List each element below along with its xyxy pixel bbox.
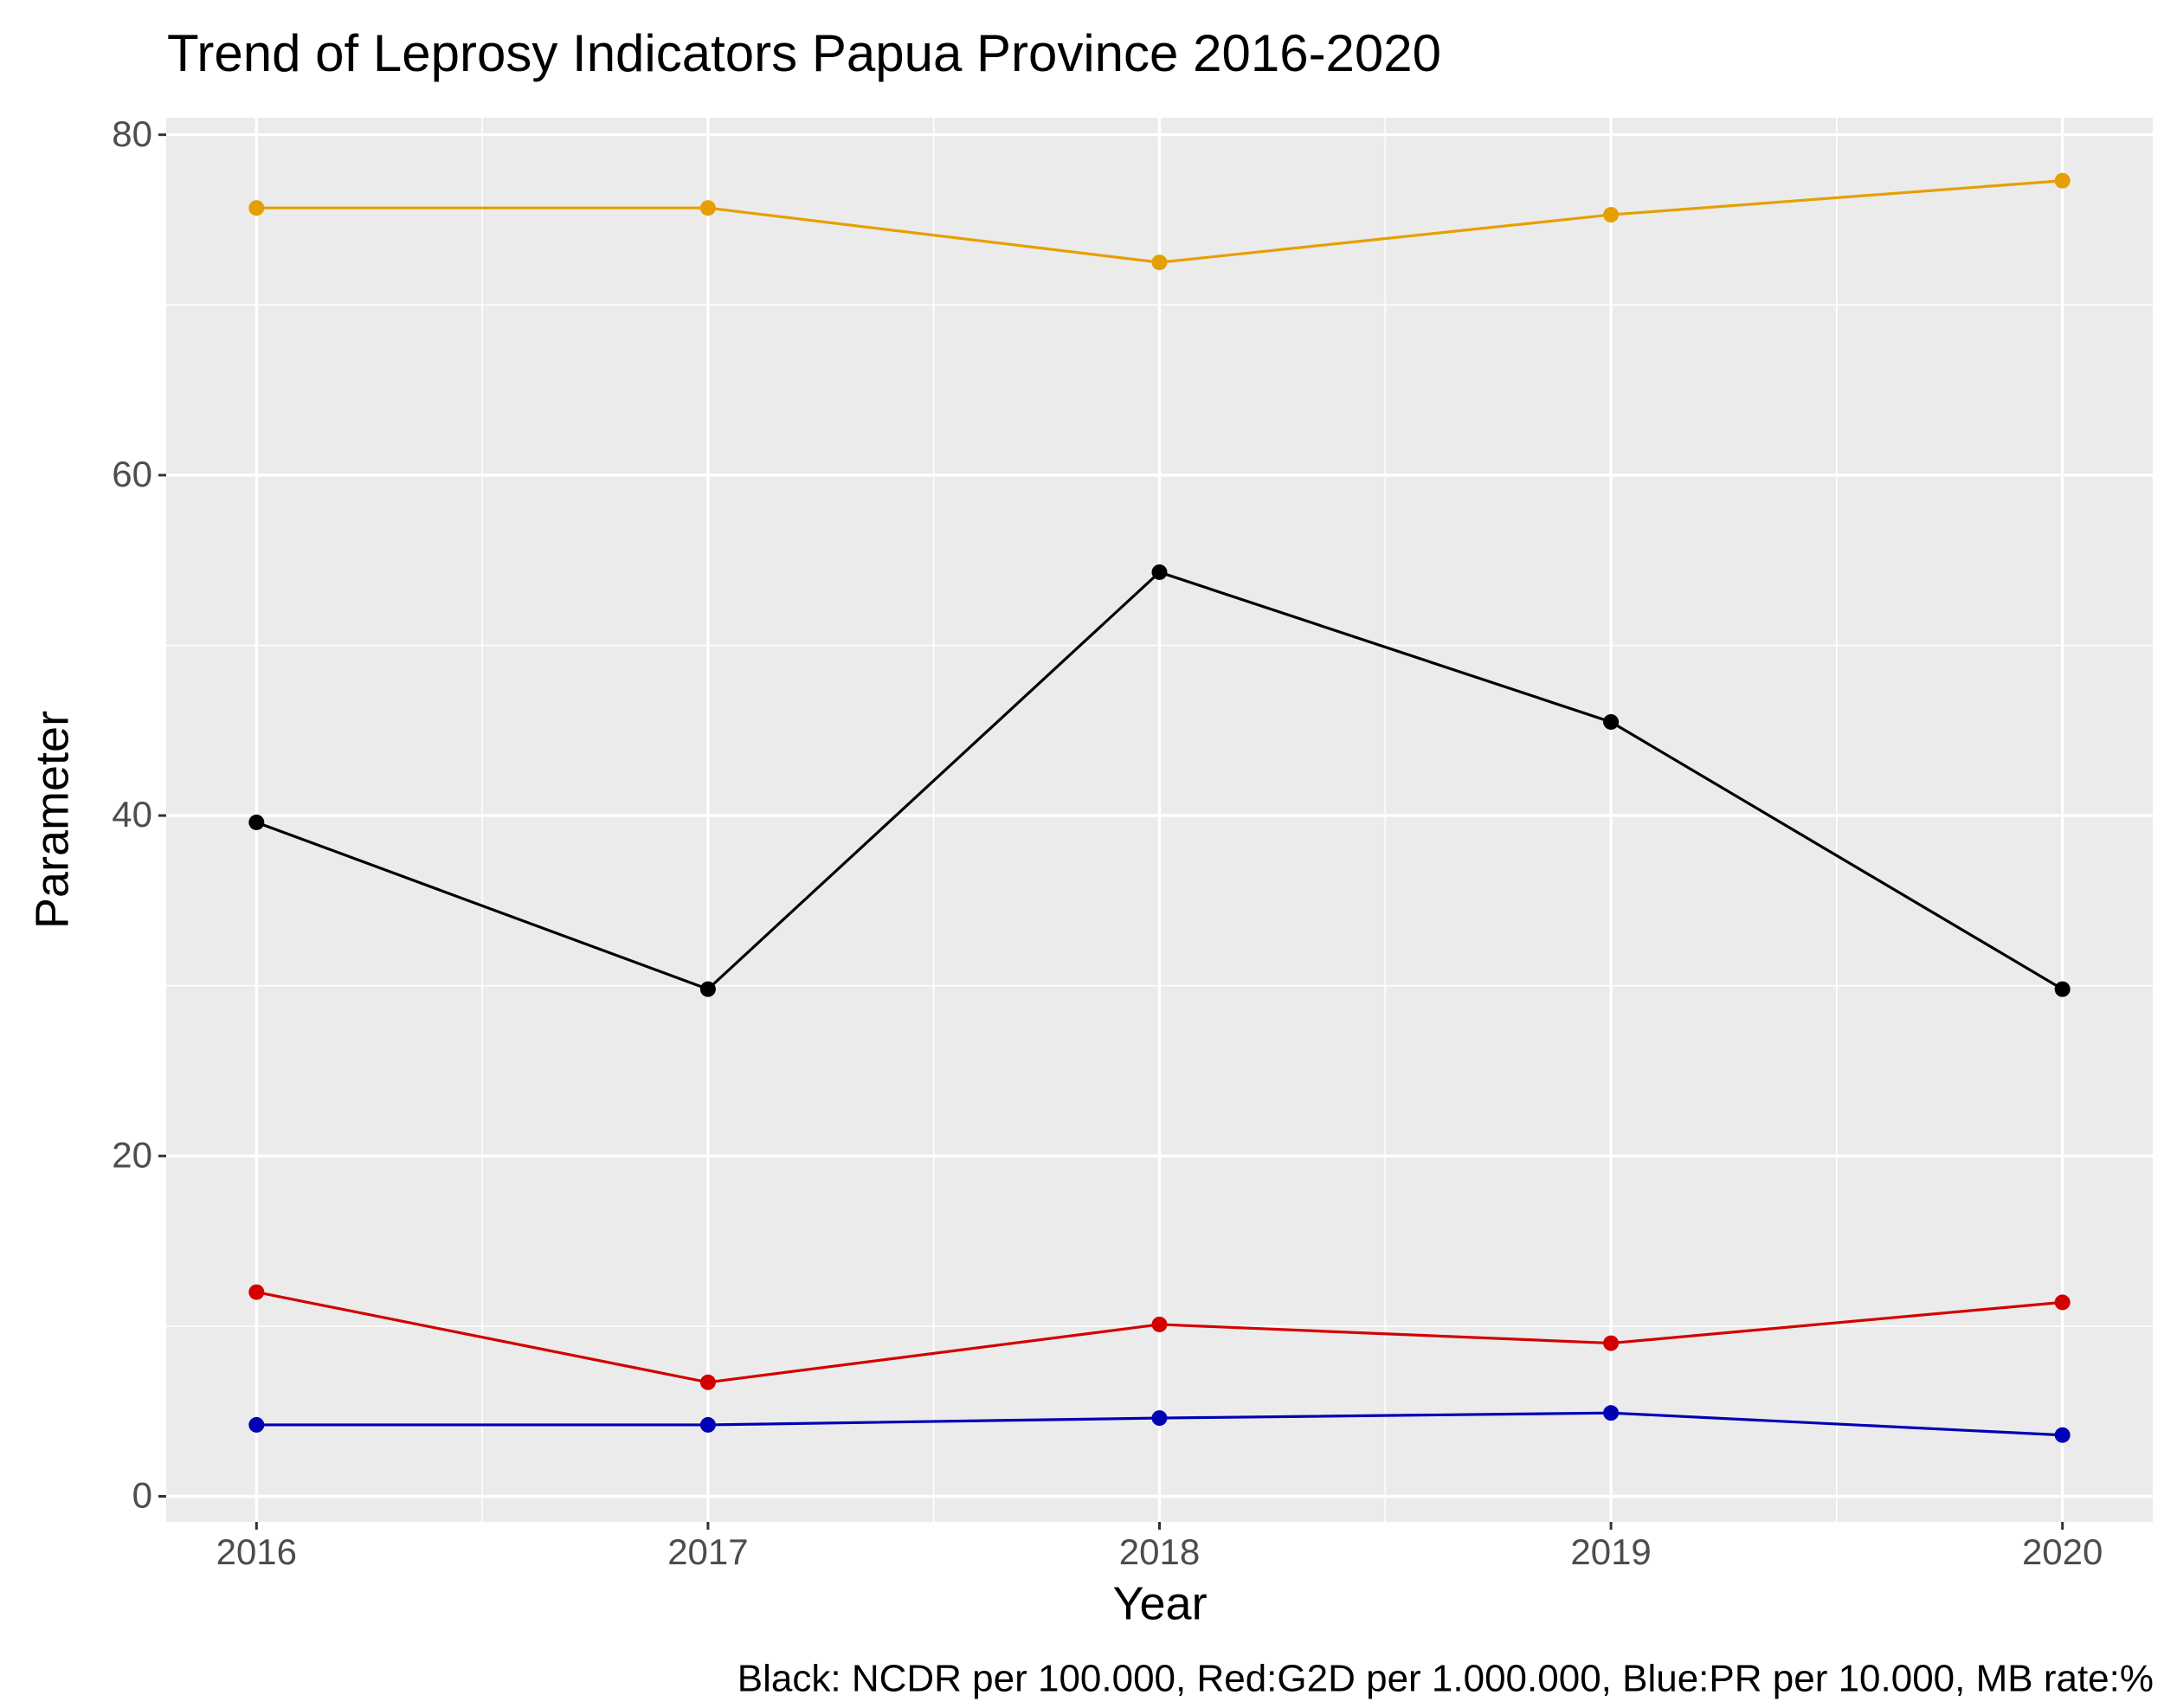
x-tick-label: 2018 — [1119, 1531, 1200, 1572]
y-tick-label: 60 — [112, 454, 152, 494]
data-point — [699, 981, 716, 997]
data-point — [1603, 713, 1620, 730]
data-point — [2054, 1294, 2071, 1311]
y-tick-label: 0 — [132, 1475, 152, 1516]
data-point — [1603, 207, 1620, 223]
x-tick-label: 2019 — [1570, 1531, 1651, 1572]
y-tick-label: 20 — [112, 1134, 152, 1175]
data-point — [1603, 1335, 1620, 1351]
data-point — [1603, 1405, 1620, 1421]
x-axis-title: Year — [1112, 1577, 1207, 1629]
y-axis-title: Parameter — [26, 711, 78, 929]
data-point — [248, 814, 265, 830]
chart-title: Trend of Leprosy Indicators Papua Provin… — [167, 24, 1441, 82]
x-tick-label: 2017 — [667, 1531, 748, 1572]
x-tick-label: 2020 — [2022, 1531, 2103, 1572]
data-point — [248, 1416, 265, 1433]
data-point — [1151, 1410, 1168, 1427]
data-point — [1151, 1316, 1168, 1332]
y-tick-label: 80 — [112, 113, 152, 154]
y-tick-label: 40 — [112, 794, 152, 835]
data-point — [1151, 564, 1168, 580]
data-point — [248, 1284, 265, 1300]
data-point — [2054, 172, 2071, 189]
data-point — [699, 200, 716, 216]
data-point — [699, 1374, 716, 1390]
data-point — [248, 200, 265, 216]
caption: Black: NCDR per 100.000, Red:G2D per 1.0… — [737, 1658, 2154, 1700]
data-point — [1151, 255, 1168, 271]
data-point — [699, 1416, 716, 1433]
data-point — [2054, 981, 2071, 997]
x-tick-label: 2016 — [216, 1531, 297, 1572]
data-point — [2054, 1427, 2071, 1443]
